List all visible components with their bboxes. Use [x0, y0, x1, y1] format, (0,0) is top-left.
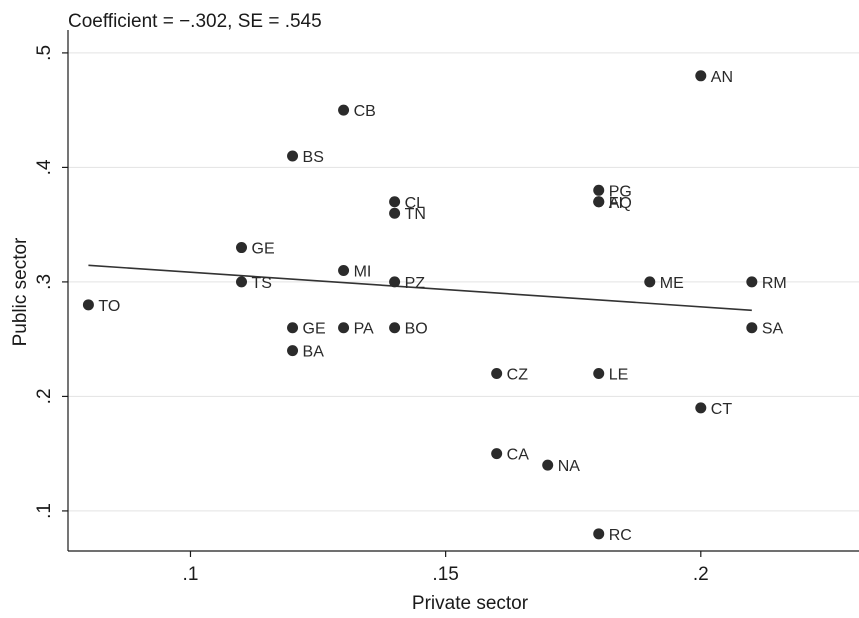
x-tick-label: .15 — [432, 564, 458, 585]
data-point — [338, 264, 350, 276]
data-point — [389, 322, 401, 334]
y-tick-label: .1 — [34, 503, 55, 519]
data-point — [746, 276, 758, 288]
point-label: ME — [660, 275, 684, 292]
fit-line — [88, 264, 752, 312]
data-point — [593, 184, 605, 196]
point-label: AQ — [609, 195, 632, 212]
data-point — [389, 196, 401, 208]
data-point — [236, 276, 248, 288]
data-point — [746, 322, 758, 334]
point-label: RC — [609, 527, 632, 544]
point-label: NA — [558, 458, 581, 475]
y-tick-label: .3 — [34, 274, 55, 290]
point-label: CZ — [507, 367, 529, 384]
data-point — [593, 528, 605, 540]
chart-title: Coefficient = −.302, SE = .545 — [68, 11, 322, 32]
point-label: RM — [762, 275, 787, 292]
data-point — [491, 448, 503, 460]
point-label: TO — [98, 298, 120, 315]
point-label: LE — [609, 367, 629, 384]
point-label: BA — [303, 344, 325, 361]
point-label: GE — [303, 321, 326, 338]
point-label: PA — [354, 321, 374, 338]
data-point — [338, 322, 350, 334]
point-label: TN — [405, 206, 426, 223]
point-label: SA — [762, 321, 784, 338]
point-label: GE — [252, 241, 275, 258]
point-label: BO — [405, 321, 428, 338]
y-axis-label: Public sector — [10, 237, 31, 346]
data-point — [389, 207, 401, 219]
gridlines — [68, 52, 859, 512]
x-tick-label: .2 — [693, 564, 709, 585]
point-label: PG — [609, 183, 632, 200]
data-point — [644, 276, 656, 288]
point-label: CB — [354, 103, 376, 120]
y-tick-label: .4 — [34, 159, 55, 175]
x-axis-label: Private sector — [412, 593, 529, 614]
data-point — [542, 459, 554, 471]
data-point — [491, 368, 503, 380]
data-point — [695, 402, 707, 414]
point-label: FI — [609, 195, 623, 212]
data-point — [695, 70, 707, 82]
x-tick-label: .1 — [183, 564, 199, 585]
point-label: MI — [354, 263, 372, 280]
data-point — [593, 196, 605, 208]
y-tick-label: .2 — [34, 388, 55, 404]
data-point — [236, 242, 248, 254]
point-label: TS — [252, 275, 272, 292]
point-label: CT — [711, 401, 733, 418]
point-label: PZ — [405, 275, 426, 292]
y-axis-ticks: .1 .2 .3 .4 .5 — [34, 45, 68, 519]
point-label: AN — [711, 69, 733, 86]
data-point — [389, 276, 401, 288]
data-point — [287, 150, 299, 162]
data-point — [287, 322, 299, 334]
data-point — [287, 345, 299, 357]
x-axis-ticks: .1 .15 .2 — [183, 551, 709, 585]
data-point — [593, 368, 605, 380]
point-label: BS — [303, 149, 324, 166]
y-tick-label: .5 — [34, 45, 55, 61]
point-label: CL — [405, 195, 426, 212]
point-label: CA — [507, 447, 530, 464]
data-point — [338, 104, 350, 116]
data-point — [82, 299, 94, 311]
